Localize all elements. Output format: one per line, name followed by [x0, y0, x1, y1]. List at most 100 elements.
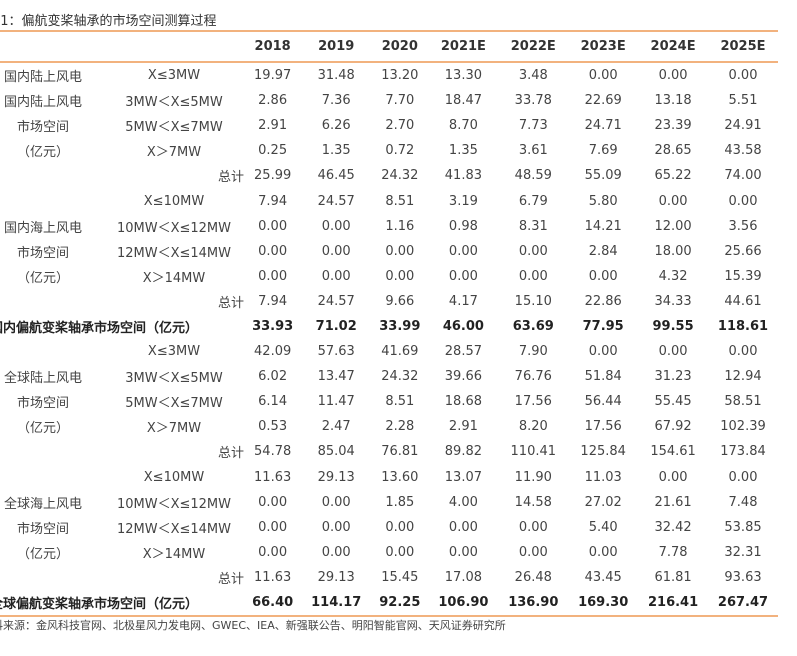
- value-cell: 13.20: [381, 68, 419, 84]
- value-cell: 3.19: [448, 193, 478, 209]
- value-cell: 28.57: [444, 344, 482, 360]
- group-label: 市场空间: [16, 120, 69, 136]
- value-cell: 32.42: [654, 519, 692, 535]
- total-label: 国内偏航变桨轴承市场空间（亿元）: [0, 320, 199, 336]
- value-cell: 43.45: [584, 569, 622, 585]
- value-cell: 216.41: [638, 589, 709, 618]
- value-cell: 7.94: [258, 293, 288, 309]
- category-label: 3MW＜X≤5MW: [125, 371, 223, 387]
- table-row: 全球海上风电 10MW＜X≤12MW 0.00 0.00 1.85 4.00 14.58 27…: [0, 490, 778, 515]
- group-label: 国内陆上风电: [3, 70, 82, 86]
- table-row: 总计 7.94 24.57 9.66 4.17 15.10 22.86 34.33 44.61: [0, 289, 778, 314]
- value-cell: 85.04: [317, 444, 355, 460]
- value-cell: 43.58: [724, 143, 762, 159]
- table-row: 市场空间 5MW＜X≤7MW 6.14 11.47 8.51 18.68 17.56 56.4…: [0, 389, 778, 414]
- table-row: 市场空间 5MW＜X≤7MW 2.91 6.26 2.70 8.70 7.73 24.71 23…: [0, 113, 778, 138]
- value-cell: 8.70: [448, 118, 478, 134]
- value-cell: 5.40: [588, 519, 618, 535]
- value-cell: 41.69: [381, 344, 419, 360]
- value-cell: 0.00: [258, 268, 288, 284]
- table-row: 国内海上风电 10MW＜X≤12MW 0.00 0.00 1.16 0.98 8.31 14.…: [0, 214, 778, 239]
- value-cell: 17.56: [584, 419, 622, 435]
- value-cell: 0.00: [448, 243, 478, 259]
- value-cell: 0.00: [321, 519, 351, 535]
- group-label: 市场空间: [16, 245, 69, 261]
- value-cell: 99.55: [652, 318, 694, 334]
- value-cell: 0.00: [588, 344, 618, 360]
- table-row: 全球偏航变桨轴承市场空间（亿元） 66.40 114.17 92.25 106.90 13…: [0, 589, 778, 618]
- value-cell: 63.69: [512, 318, 554, 334]
- table-title: 11：偏航变桨轴承的市场空间测算过程: [0, 14, 217, 29]
- value-cell: 21.61: [654, 494, 692, 510]
- group-label: （亿元）: [16, 145, 69, 161]
- value-cell: 11.90: [514, 469, 552, 485]
- total-label: 全球偏航变桨轴承市场空间（亿元）: [0, 589, 244, 618]
- table-row: 全球陆上风电 3MW＜X≤5MW 6.02 13.47 24.32 39.66 76.76 5…: [0, 364, 778, 389]
- group-label: [0, 188, 104, 213]
- year-header: 2019: [301, 30, 372, 63]
- category-label: 总计: [217, 446, 244, 462]
- value-cell: 4.17: [448, 293, 478, 309]
- year-header: 2020: [371, 30, 429, 63]
- value-cell: 125.84: [580, 444, 626, 460]
- value-cell: 48.59: [514, 168, 552, 184]
- value-cell: 7.90: [518, 344, 548, 360]
- source-note: 料来源：金风科技官网、北极星风力发电网、GWEC、IEA、新强联公告、明阳智能官…: [0, 619, 506, 632]
- value-cell: 0.53: [258, 419, 288, 435]
- value-cell: 15.10: [514, 293, 552, 309]
- value-cell: 2.91: [258, 118, 288, 134]
- value-cell: 7.69: [588, 143, 618, 159]
- group-label: [0, 565, 104, 590]
- value-cell: 0.00: [321, 268, 351, 284]
- value-cell: 0.00: [658, 193, 688, 209]
- value-cell: 1.16: [385, 218, 415, 234]
- value-cell: 29.13: [317, 469, 355, 485]
- value-cell: 6.14: [258, 394, 288, 410]
- group-label: [0, 439, 104, 464]
- table-row: （亿元） X＞14MW 0.00 0.00 0.00 0.00 0.00 0.00 4.32 15…: [0, 264, 778, 289]
- value-cell: 23.39: [654, 118, 692, 134]
- value-cell: 0.00: [258, 218, 288, 234]
- value-cell: 5.80: [588, 193, 618, 209]
- value-cell: 29.13: [317, 569, 355, 585]
- table-row: 市场空间 12MW＜X≤14MW 0.00 0.00 0.00 0.00 0.00 2.84 1…: [0, 239, 778, 264]
- group-label: （亿元）: [16, 270, 69, 286]
- value-cell: 2.70: [385, 118, 415, 134]
- value-cell: 114.17: [301, 589, 372, 618]
- value-cell: 0.00: [385, 544, 415, 560]
- value-cell: 0.00: [321, 494, 351, 510]
- value-cell: 11.03: [584, 469, 622, 485]
- value-cell: 3.61: [518, 143, 548, 159]
- value-cell: 1.85: [385, 494, 415, 510]
- group-label: （亿元）: [16, 546, 69, 562]
- category-label: X＞7MW: [146, 421, 202, 437]
- value-cell: 13.30: [444, 68, 482, 84]
- value-cell: 4.32: [658, 268, 688, 284]
- value-cell: 74.00: [724, 168, 762, 184]
- category-label: X≤3MW: [147, 68, 201, 84]
- value-cell: 8.51: [385, 394, 415, 410]
- value-cell: 0.00: [385, 268, 415, 284]
- value-cell: 92.25: [371, 589, 429, 618]
- value-cell: 0.00: [321, 218, 351, 234]
- category-label: X＞14MW: [142, 546, 206, 562]
- table-row: X≤10MW 11.63 29.13 13.60 13.07 11.90 11.03 0.00…: [0, 465, 778, 490]
- value-cell: 0.00: [518, 243, 548, 259]
- value-cell: 3.48: [518, 68, 548, 84]
- value-cell: 0.00: [728, 193, 758, 209]
- value-cell: 25.99: [254, 168, 292, 184]
- value-cell: 31.48: [317, 68, 355, 84]
- category-label: 10MW＜X≤12MW: [116, 220, 232, 236]
- value-cell: 0.00: [728, 344, 758, 360]
- value-cell: 34.33: [654, 293, 692, 309]
- value-cell: 54.78: [254, 444, 292, 460]
- year-header: 2024E: [638, 30, 709, 63]
- value-cell: 0.00: [728, 68, 758, 84]
- value-cell: 13.47: [317, 369, 355, 385]
- value-cell: 173.84: [720, 444, 766, 460]
- table-row: （亿元） X＞14MW 0.00 0.00 0.00 0.00 0.00 0.00 7.78 32…: [0, 540, 778, 565]
- year-header: 2018: [244, 30, 302, 63]
- table-row: （亿元） X＞7MW 0.53 2.47 2.28 2.91 8.20 17.56 67.92 1…: [0, 414, 778, 439]
- value-cell: 27.02: [584, 494, 622, 510]
- value-cell: 12.94: [724, 369, 762, 385]
